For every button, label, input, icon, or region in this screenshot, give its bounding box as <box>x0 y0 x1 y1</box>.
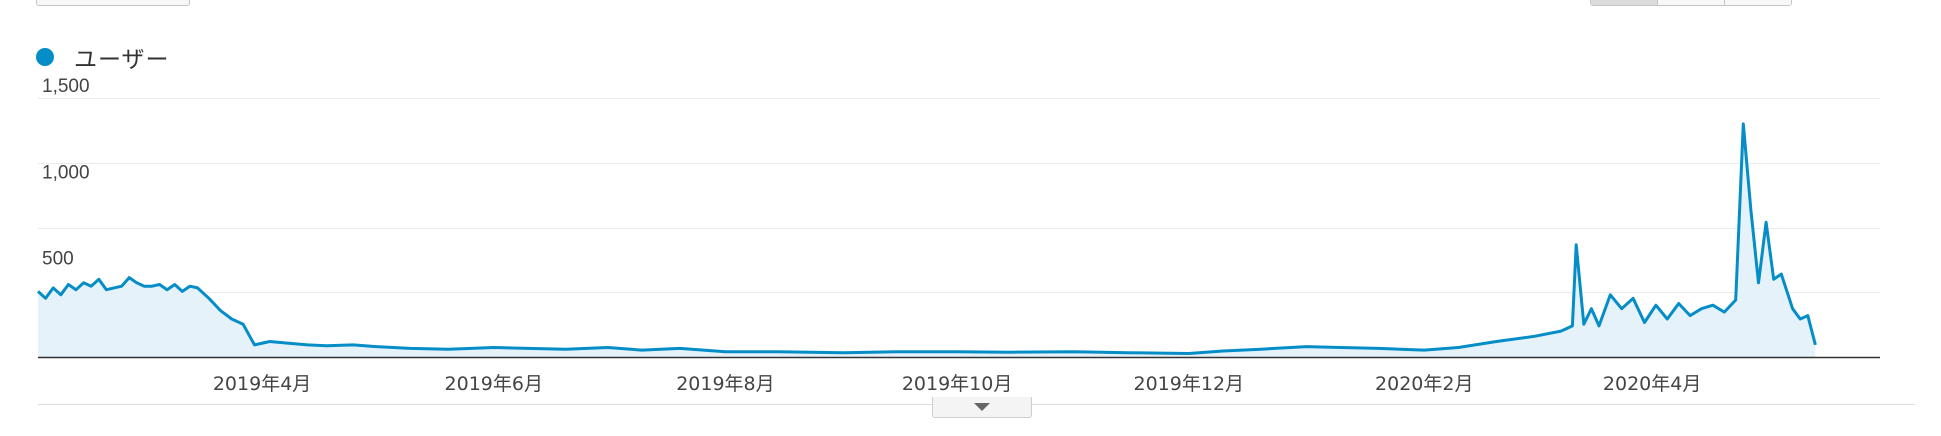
legend-label: ユーザー <box>74 46 170 72</box>
granularity-button-week[interactable] <box>1657 0 1724 5</box>
series-area <box>38 123 1816 358</box>
y-tick-label: 1,000 <box>42 162 90 183</box>
chevron-down-icon <box>974 403 990 411</box>
x-tick-label: 2020年2月 <box>1375 373 1473 395</box>
chart-series <box>36 122 1915 405</box>
chart-legend: ユーザー <box>36 40 170 74</box>
x-tick-label: 2019年4月 <box>213 373 311 395</box>
x-tick-label: 2019年6月 <box>445 373 543 395</box>
chart-grid <box>38 98 1880 293</box>
granularity-button-month[interactable] <box>1724 0 1791 5</box>
legend-dot-icon <box>36 48 54 66</box>
x-axis-ticks: 2019年4月 2019年6月 2019年8月 2019年10月 2019年12月 202… <box>213 373 1701 395</box>
x-tick-label: 2020年4月 <box>1603 373 1701 395</box>
date-range-button[interactable] <box>36 0 190 6</box>
y-axis-ticks: 500 1,000 1,500 <box>42 76 90 270</box>
granularity-toggle-group <box>1590 0 1792 6</box>
series-line <box>36 122 1817 355</box>
expand-chart-button[interactable] <box>932 397 1032 418</box>
y-tick-label: 500 <box>42 249 74 270</box>
x-tick-label: 2019年12月 <box>1134 373 1245 395</box>
x-tick-label: 2019年8月 <box>676 373 774 395</box>
granularity-button-day[interactable] <box>1591 0 1657 5</box>
y-tick-label: 1,500 <box>42 76 90 97</box>
x-tick-label: 2019年10月 <box>902 373 1013 395</box>
